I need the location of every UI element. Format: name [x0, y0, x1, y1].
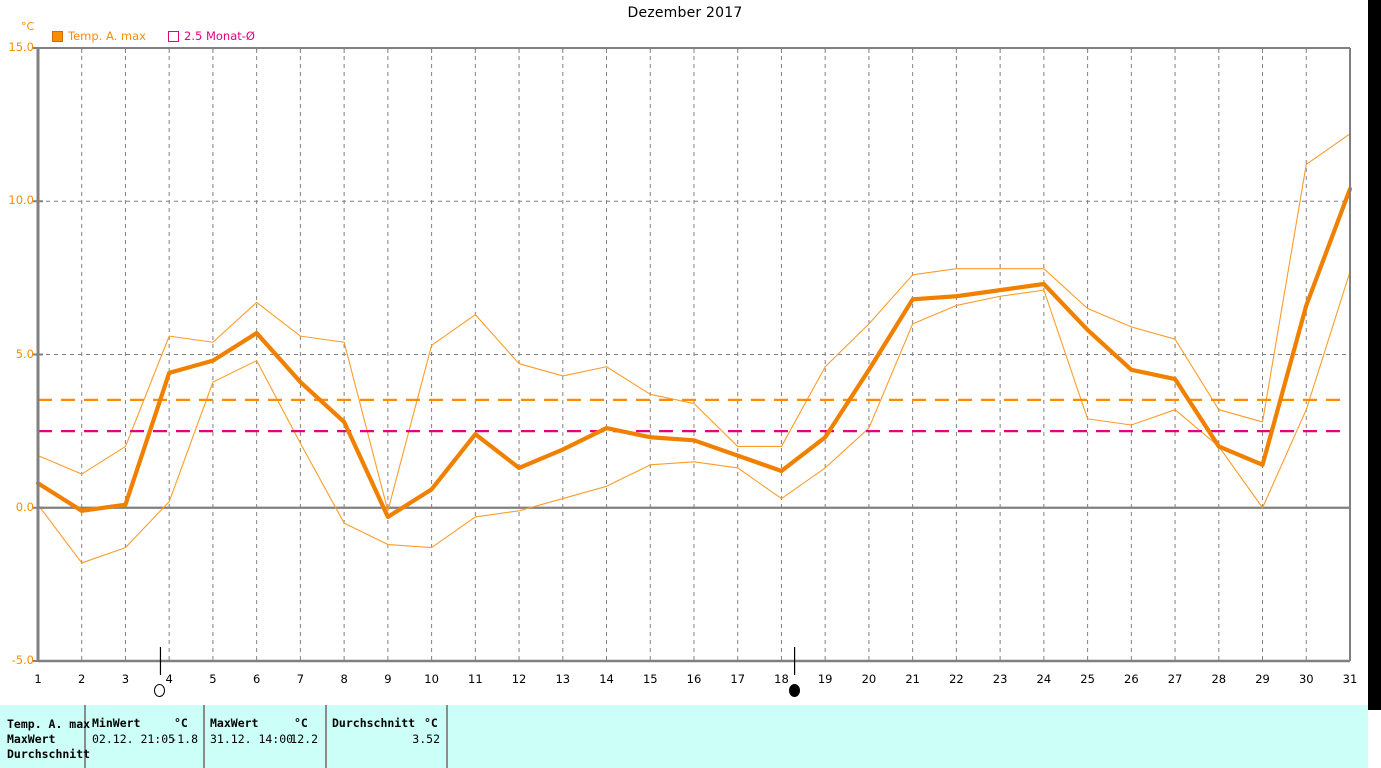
legend-swatch-open-square-icon — [168, 30, 179, 42]
stats-value-maxwert: 12.2 — [290, 732, 318, 746]
x-axis-tick-label-day-12: 12 — [511, 672, 527, 686]
x-axis-tick-label-day-18: 18 — [774, 672, 789, 686]
right-edge-strip — [1368, 0, 1381, 710]
stats-unit-durchschnitt: °C — [424, 716, 438, 730]
series-line-temp-max — [35, 186, 1353, 520]
new-moon-icon — [788, 684, 802, 699]
stats-header-durchschnitt: Durchschnitt — [332, 716, 416, 730]
y-axis-tick-label-10: 10.0 — [8, 193, 34, 208]
x-axis-tick-label-day-23: 23 — [992, 672, 1008, 686]
x-axis-tick-label-day-22: 22 — [949, 672, 964, 686]
x-axis-tick-label-day-20: 20 — [861, 672, 877, 686]
stats-unit-maxwert: °C — [294, 716, 308, 730]
stats-divider-3 — [325, 705, 327, 768]
y-axis-tick-label-5: 5.0 — [15, 346, 34, 361]
x-axis-tick-label-day-25: 25 — [1080, 672, 1095, 686]
series-line-maximum-band — [37, 133, 1351, 512]
x-axis-tick-label-day-30: 30 — [1298, 672, 1314, 686]
x-axis-tick-label-day-5: 5 — [209, 672, 217, 686]
legend-label-monthly-average: 2.5 Monat-Ø — [184, 29, 255, 43]
x-axis-tick-label-day-3: 3 — [121, 672, 130, 686]
stats-date-maxwert: 31.12. 14:00 — [210, 732, 294, 746]
x-axis-tick-label-day-2: 2 — [78, 672, 86, 686]
x-axis-tick-label-day-14: 14 — [599, 672, 614, 686]
y-axis-tick-label-0: 0.0 — [15, 499, 34, 514]
x-axis-tick-label-day-17: 17 — [730, 672, 746, 686]
series-line-minimum-band — [37, 271, 1351, 564]
stats-row-labels: Temp. A. max MaxWert Durchschnitt — [7, 717, 90, 762]
x-axis-tick-label-day-7: 7 — [296, 672, 305, 686]
chart-svg — [33, 47, 1353, 675]
stats-table: Temp. A. max MaxWert Durchschnitt MinWer… — [0, 705, 1368, 768]
stats-row-label-0: Temp. A. max — [7, 717, 91, 731]
stats-value-durchschnitt: 3.52 — [412, 732, 440, 746]
x-axis-tick-label-day-21: 21 — [905, 672, 920, 686]
y-axis-tick-label-15: 15.0 — [8, 40, 34, 54]
stats-divider-4 — [446, 705, 448, 768]
stats-divider-1 — [84, 705, 86, 768]
x-axis-tick-label-day-11: 11 — [468, 672, 483, 686]
stats-date-minwert: 02.12. 21:05 — [92, 732, 176, 746]
stats-row-label-2: Durchschnitt — [7, 747, 91, 761]
x-axis-tick-label-day-8: 8 — [340, 672, 348, 686]
stats-header-maxwert: MaxWert — [210, 716, 259, 730]
full-moon-disc — [154, 684, 166, 697]
x-axis-tick-label-day-24: 24 — [1036, 672, 1052, 686]
legend-item-monthly-average[interactable]: 2.5 Monat-Ø — [168, 29, 255, 43]
x-axis-tick-label-day-6: 6 — [252, 672, 261, 686]
stats-header-minwert: MinWert — [92, 716, 141, 730]
x-axis-tick-label-day-19: 19 — [817, 672, 833, 686]
y-axis-tick-label--5: -5.0 — [11, 653, 34, 667]
chart-legend: Temp. A. max 2.5 Monat-Ø — [52, 29, 255, 43]
x-axis-tick-label-day-27: 27 — [1167, 672, 1183, 686]
x-axis-tick-label-day-15: 15 — [642, 672, 658, 686]
x-axis-tick-label-day-13: 13 — [555, 672, 571, 686]
x-axis-tick-label-day-29: 29 — [1255, 672, 1270, 686]
full-moon-icon — [154, 684, 167, 699]
legend-item-temp-max[interactable]: Temp. A. max — [52, 29, 146, 43]
x-axis-tick-label-day-9: 9 — [384, 672, 392, 686]
plot-area: 15.0 10.0 5.0 0.0 -5.0 1 2 3 4 5 6 7 8 9 10 11 12 13 14 15… — [8, 40, 1358, 699]
x-axis-tick-label-day-28: 28 — [1211, 672, 1227, 686]
stats-row-label-1: MaxWert — [7, 732, 56, 746]
legend-swatch-filled-square-icon — [52, 30, 63, 42]
y-axis-unit-label: °C — [21, 20, 35, 33]
stats-divider-2 — [203, 705, 205, 768]
x-axis-tick-label-day-26: 26 — [1124, 672, 1139, 686]
x-axis-tick-label-day-4: 4 — [165, 672, 173, 686]
x-axis-tick-label-day-16: 16 — [686, 672, 702, 686]
legend-label-temp-max: Temp. A. max — [68, 29, 146, 43]
x-axis-tick-label-day-31: 31 — [1342, 672, 1358, 686]
x-axis-tick-label-day-10: 10 — [424, 672, 439, 686]
new-moon-disc — [788, 684, 800, 697]
stats-value-minwert: -1.8 — [170, 732, 198, 746]
x-axis-tick-label-day-1: 1 — [34, 672, 42, 686]
stats-unit-minwert: °C — [174, 716, 188, 730]
page-title: Dezember 2017 — [627, 5, 743, 21]
